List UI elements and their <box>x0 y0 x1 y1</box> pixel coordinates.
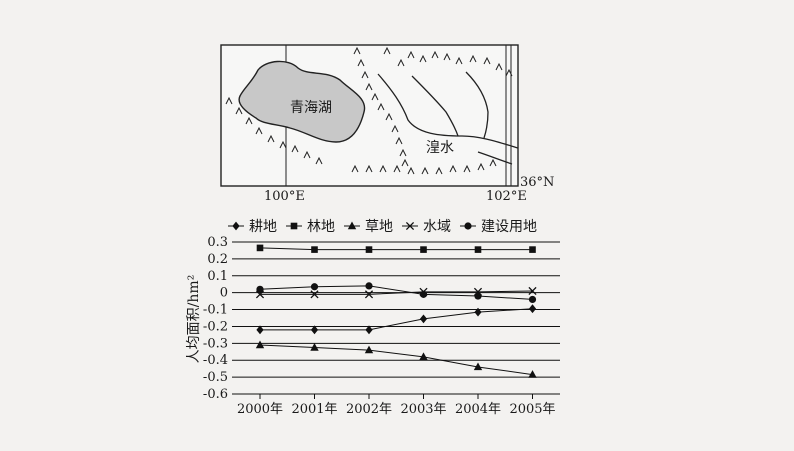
data-point-farmland <box>528 304 537 314</box>
data-point-grassland <box>255 340 265 349</box>
y-tick-label: 0 <box>220 286 228 301</box>
chart-legend: 耕地 林地 草地 水域 建设用地 <box>228 218 537 235</box>
chart-series <box>255 244 537 378</box>
lake-label: 青海湖 <box>290 100 332 116</box>
y-tick-labels: 0.3 0.2 0.1 0 -0.1-0.2 -0.3 -0.4 -0.5 -0.6 <box>203 235 228 402</box>
legend-label: 耕地 <box>249 218 277 235</box>
data-point-construction <box>365 282 373 290</box>
data-point-farmland <box>365 325 373 335</box>
longitude-label-102e: 102°E <box>486 189 527 204</box>
y-tick-label: 0.3 <box>207 235 228 250</box>
data-point-forest <box>474 246 482 253</box>
series-grassland <box>255 340 537 378</box>
chart-grid <box>232 241 560 399</box>
legend-item-grassland: 草地 <box>344 219 393 235</box>
data-point-construction <box>528 295 537 304</box>
series-line-construction <box>259 285 533 300</box>
x-tick-label: 2000年 <box>237 402 283 417</box>
river-label: 湟水 <box>426 140 454 156</box>
x-tick-label: 2002年 <box>346 402 392 417</box>
y-tick-label: 0.2 <box>207 252 228 267</box>
series-line-farmland <box>260 308 533 331</box>
river-tributary-3 <box>477 151 513 165</box>
data-point-construction <box>474 292 482 300</box>
data-point-forest <box>311 246 318 253</box>
legend-label: 草地 <box>365 219 393 235</box>
y-tick-label: -0.5 <box>203 370 228 385</box>
y-tick-label: -0.6 <box>203 387 228 402</box>
mountain-range-south <box>351 158 497 175</box>
legend-item-water: 水域 <box>402 219 451 235</box>
qinghai-lake <box>238 60 366 143</box>
data-point-grassland <box>310 343 319 351</box>
x-tick-label: 2003年 <box>400 402 446 417</box>
data-point-forest <box>529 246 536 253</box>
series-line-water <box>260 290 533 295</box>
mountain-range-west <box>225 96 323 165</box>
series-farmland <box>256 304 537 335</box>
x-tick-label: 2001年 <box>291 402 337 417</box>
legend-marker <box>405 221 415 231</box>
map: 青海湖 湟水 100°E 102°E 36°N <box>220 44 554 204</box>
latitude-label-36n: 36°N <box>520 175 554 190</box>
legend-marker <box>464 222 472 230</box>
legend-item-construction: 建设用地 <box>460 219 537 235</box>
longitude-label-100e: 100°E <box>264 189 305 204</box>
y-tick-label: 0.1 <box>207 269 228 284</box>
data-point-water <box>310 290 319 299</box>
series-construction <box>256 282 537 304</box>
data-point-construction <box>256 285 264 293</box>
data-point-grassland <box>419 352 428 361</box>
river-huangshui <box>377 73 519 149</box>
data-point-forest <box>256 244 264 252</box>
legend-label: 水域 <box>423 219 451 235</box>
legend-marker <box>347 221 357 230</box>
y-tick-label: -0.2 <box>203 319 228 334</box>
legend-marker <box>232 221 240 231</box>
legend-label: 林地 <box>307 219 335 235</box>
data-point-construction <box>419 290 428 298</box>
mountain-range-central <box>353 46 409 167</box>
data-point-farmland <box>256 325 264 335</box>
x-tick-labels: 2000年 2001年 2002年 2003年 2004年 2005年 <box>237 402 556 417</box>
river-tributary-1 <box>411 75 459 137</box>
data-point-forest <box>365 246 373 253</box>
y-axis-title: 人均面积/hm² <box>186 275 202 364</box>
data-point-construction <box>310 283 319 291</box>
legend-marker <box>290 222 298 230</box>
data-point-farmland <box>419 314 428 324</box>
mountain-range-north <box>383 46 513 77</box>
river-tributary-2 <box>465 71 489 139</box>
legend-label: 建设用地 <box>481 219 537 235</box>
data-point-farmland <box>310 325 319 335</box>
y-tick-label: -0.3 <box>203 336 228 351</box>
data-point-farmland <box>474 307 482 317</box>
data-point-water <box>364 290 374 299</box>
data-point-grassland <box>364 345 374 354</box>
legend-item-farmland: 耕地 <box>228 218 277 235</box>
y-tick-label: -0.4 <box>203 353 228 368</box>
series-line-forest <box>259 247 533 251</box>
legend-item-forest: 林地 <box>286 219 335 235</box>
data-point-forest <box>420 246 427 253</box>
data-point-grassland <box>473 362 483 371</box>
series-line-grassland <box>259 344 533 376</box>
series-forest <box>256 244 536 253</box>
x-tick-label: 2004年 <box>455 402 501 417</box>
data-point-water <box>528 286 537 296</box>
x-tick-label: 2005年 <box>509 402 555 417</box>
y-tick-label: -0.1 <box>203 303 228 318</box>
data-point-grassland <box>528 370 537 378</box>
